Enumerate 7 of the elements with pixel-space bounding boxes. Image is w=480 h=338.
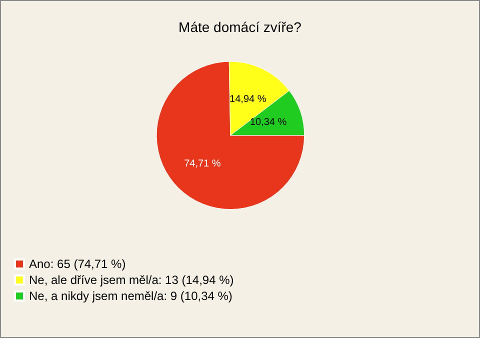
data-label: 74,71 % (184, 158, 221, 170)
legend-label: Ne, a nikdy jsem neměl/a: 9 (10,34 %) (29, 289, 232, 303)
legend-label: Ne, ale dříve jsem měl/a: 13 (14,94 %) (29, 273, 234, 287)
data-label: 14,94 % (230, 94, 266, 105)
data-label: 10,34 % (250, 117, 287, 128)
chart-title: Máte domácí zvíře? (178, 19, 302, 35)
legend-label: Ano: 65 (74,71 %) (29, 257, 126, 271)
